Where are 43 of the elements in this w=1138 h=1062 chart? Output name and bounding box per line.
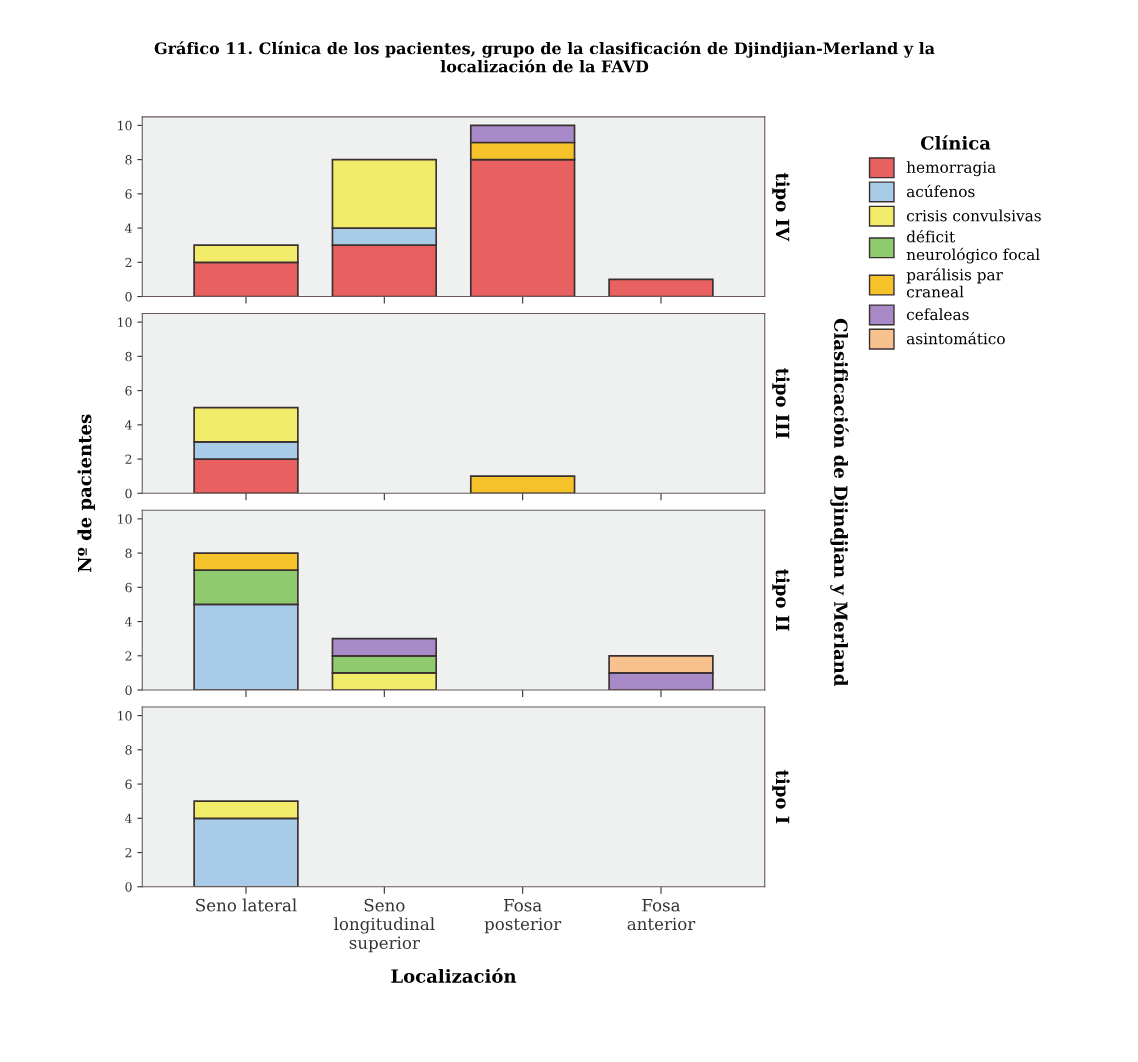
- text: Clasificación de Djindjian y Merland: [830, 318, 849, 687]
- y-tick-label: 2: [125, 454, 132, 464]
- y-tick-label: 0: [125, 882, 132, 892]
- y-tick-label: 6: [125, 386, 132, 396]
- y-tick-label: 4: [124, 617, 132, 627]
- y-tick-label: 8: [125, 745, 132, 755]
- y-tick-label: 4: [124, 223, 132, 233]
- y-tick-label: 10: [118, 120, 132, 131]
- y-tick-label: 6: [125, 779, 132, 789]
- y-tick-label: 8: [125, 351, 132, 362]
- x-tick-label: Seno longitudinal superior: [334, 898, 435, 953]
- x-tick-label: Seno lateral: [196, 898, 297, 912]
- y-tick-label: 4: [124, 420, 132, 430]
- y-tick-label: 0: [125, 685, 132, 695]
- y-tick-label: 4: [124, 813, 132, 824]
- legend-label: crisis convulsivas: [906, 209, 1041, 222]
- y-tick-label: 8: [125, 548, 132, 559]
- x-tick-label: Fosa anterior: [627, 899, 696, 931]
- y-tick-label: 6: [125, 189, 132, 199]
- y-tick-label: 10: [118, 514, 132, 524]
- y-axis-title: Nº de pacientes: [77, 414, 95, 573]
- y2-axis-title: tipo II: [772, 569, 790, 631]
- y-tick-label: 2: [125, 257, 132, 268]
- y-tick-label: 6: [125, 582, 132, 593]
- legend-label: parálisis par craneal: [906, 268, 1003, 298]
- y-tick-label: 2: [125, 848, 132, 858]
- x-axis-title: Localización: [391, 968, 517, 983]
- y-tick-label: 0: [125, 488, 132, 499]
- legend-title: Clínica: [920, 135, 991, 150]
- legend-label: acúfenos: [906, 184, 975, 198]
- y2-axis-title: tipo III: [772, 368, 790, 439]
- y2-axis-title: tipo I: [772, 770, 790, 824]
- legend-label: hemorragia: [906, 161, 996, 177]
- y-tick-label: 8: [125, 155, 132, 165]
- y2-axis-title: tipo IV: [772, 172, 790, 242]
- y-tick-label: 10: [118, 711, 132, 721]
- y-tick-label: 10: [118, 317, 132, 328]
- y-tick-label: 0: [125, 292, 132, 302]
- chart-title: Gráfico 11. Clínica de los pacientes, grupo de la clasificación de Djindjian-Merland y la localización de la FAVD: [154, 41, 935, 73]
- legend-label: asintomático: [906, 331, 1005, 345]
- y-tick-label: 2: [125, 651, 132, 661]
- x-tick-label: Fosa posterior: [484, 899, 562, 934]
- legend-label: cefaleas: [906, 308, 969, 321]
